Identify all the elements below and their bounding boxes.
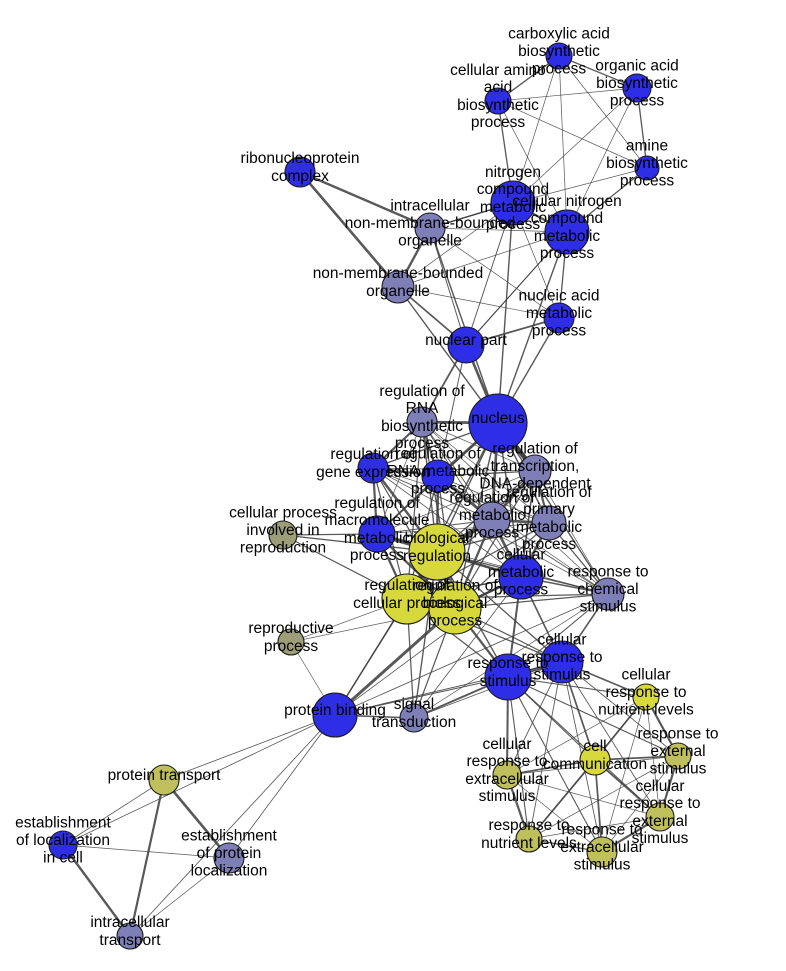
svg-text:metabolic: metabolic (516, 519, 583, 536)
svg-text:establishment: establishment (181, 828, 277, 845)
svg-text:cellular nitrogen: cellular nitrogen (512, 193, 621, 210)
svg-text:response to: response to (467, 753, 548, 770)
svg-text:stimulus: stimulus (580, 599, 637, 616)
svg-text:cellular: cellular (621, 667, 670, 684)
svg-text:intracellular: intracellular (90, 914, 169, 931)
svg-text:organelle: organelle (366, 283, 430, 300)
svg-text:cellular amino: cellular amino (450, 62, 546, 79)
svg-text:of localization: of localization (16, 832, 110, 849)
svg-text:biological: biological (423, 595, 488, 612)
svg-text:acid: acid (484, 79, 512, 96)
svg-text:cellular process: cellular process (229, 505, 337, 522)
svg-text:cellular: cellular (482, 736, 531, 753)
svg-text:stimulus: stimulus (480, 673, 537, 690)
svg-text:process: process (350, 547, 405, 564)
svg-text:metabolic: metabolic (488, 564, 555, 581)
svg-text:compound: compound (531, 210, 603, 227)
svg-text:complex: complex (271, 168, 329, 185)
svg-text:metabolic: metabolic (344, 530, 411, 547)
svg-text:carboxylic acid: carboxylic acid (508, 26, 610, 43)
svg-text:protein binding: protein binding (284, 702, 386, 719)
svg-text:reproductive: reproductive (248, 620, 333, 637)
svg-text:cellular: cellular (537, 632, 586, 649)
svg-text:biosynthetic: biosynthetic (381, 418, 463, 435)
svg-text:in cell: in cell (43, 850, 83, 867)
svg-text:response to: response to (606, 684, 687, 701)
svg-text:nutrient levels: nutrient levels (598, 702, 694, 719)
svg-text:nuclear part: nuclear part (425, 332, 508, 349)
svg-text:external: external (650, 743, 705, 760)
svg-text:metabolic: metabolic (526, 305, 593, 322)
svg-text:process: process (471, 114, 526, 131)
svg-text:cellular: cellular (496, 547, 545, 564)
svg-text:response to: response to (638, 726, 719, 743)
svg-text:protein transport: protein transport (108, 767, 222, 784)
svg-text:stimulus: stimulus (479, 788, 536, 805)
svg-text:regulation: regulation (403, 548, 471, 565)
svg-text:metabolic: metabolic (459, 507, 526, 524)
svg-text:non-membrane-bounded: non-membrane-bounded (313, 265, 484, 282)
svg-text:non-membrane-bounded: non-membrane-bounded (345, 215, 516, 232)
svg-text:localization: localization (191, 863, 268, 880)
svg-text:reproduction: reproduction (240, 540, 326, 557)
svg-text:cellular: cellular (635, 778, 684, 795)
svg-text:response to: response to (522, 649, 603, 666)
svg-text:chemical: chemical (577, 581, 638, 598)
svg-text:amine: amine (626, 138, 668, 155)
svg-text:signal: signal (394, 696, 435, 713)
svg-text:biological: biological (405, 530, 470, 547)
svg-text:regulation of: regulation of (412, 578, 498, 595)
svg-text:process: process (620, 173, 675, 190)
svg-text:macromolecule: macromolecule (324, 512, 429, 529)
svg-text:nitrogen: nitrogen (485, 164, 541, 181)
svg-text:response to: response to (620, 795, 701, 812)
svg-text:process: process (264, 638, 319, 655)
svg-text:organelle: organelle (398, 233, 462, 250)
svg-text:organic acid: organic acid (595, 58, 679, 75)
svg-text:regulation of: regulation of (449, 490, 535, 507)
svg-text:stimulus: stimulus (650, 761, 707, 778)
svg-text:stimulus: stimulus (534, 667, 591, 684)
svg-text:regulation of: regulation of (334, 495, 420, 512)
svg-text:process: process (494, 582, 549, 599)
svg-text:transport: transport (99, 932, 161, 949)
svg-text:biosynthetic: biosynthetic (457, 97, 539, 114)
svg-text:biosynthetic: biosynthetic (606, 155, 688, 172)
svg-text:response to: response to (489, 817, 570, 834)
svg-text:intracellular: intracellular (390, 198, 469, 215)
svg-text:ribonucleoprotein: ribonucleoprotein (241, 150, 360, 167)
svg-text:transcription,: transcription, (491, 458, 580, 475)
svg-text:of protein: of protein (197, 845, 262, 862)
svg-text:extracellular: extracellular (465, 771, 549, 788)
svg-text:process: process (532, 323, 587, 340)
svg-text:biosynthetic: biosynthetic (518, 43, 600, 60)
svg-text:process: process (540, 245, 595, 262)
svg-text:RNA metabolic: RNA metabolic (387, 463, 490, 480)
svg-text:biosynthetic: biosynthetic (596, 75, 678, 92)
svg-text:nucleic acid: nucleic acid (519, 288, 600, 305)
svg-text:communication: communication (543, 756, 647, 773)
svg-text:regulation of: regulation of (492, 441, 578, 458)
svg-text:metabolic: metabolic (534, 228, 601, 245)
svg-text:nutrient levels: nutrient levels (481, 835, 577, 852)
svg-text:RNA: RNA (406, 400, 439, 417)
svg-text:involved in: involved in (246, 522, 319, 539)
svg-text:process: process (465, 525, 520, 542)
svg-text:nucleus: nucleus (471, 410, 525, 427)
svg-text:cell: cell (583, 738, 606, 755)
svg-text:establishment: establishment (15, 815, 111, 832)
svg-text:process: process (610, 93, 665, 110)
svg-text:regulation of: regulation of (379, 383, 465, 400)
svg-text:stimulus: stimulus (574, 857, 631, 874)
svg-text:process: process (428, 613, 483, 630)
svg-text:response to: response to (568, 564, 649, 581)
svg-text:regulation of: regulation of (395, 446, 481, 463)
